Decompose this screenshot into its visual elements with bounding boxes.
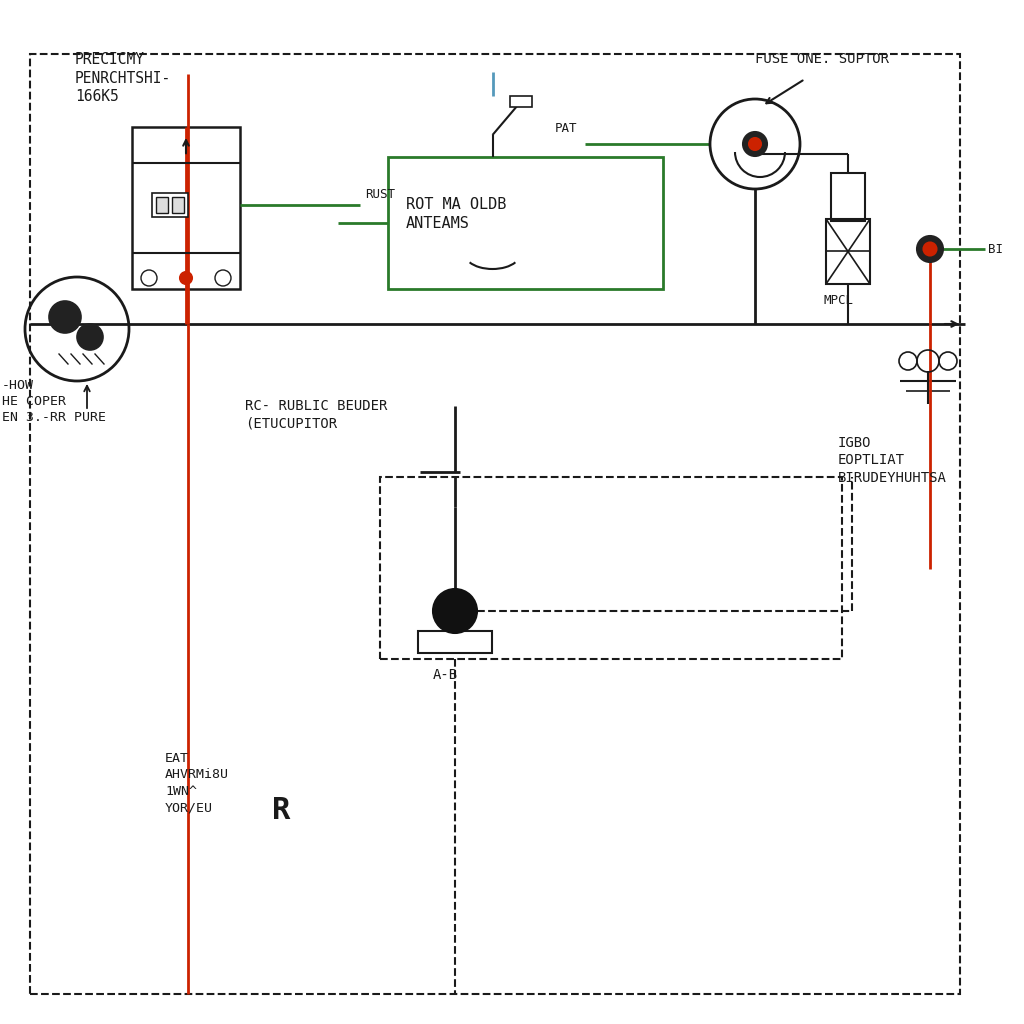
- Text: A-B: A-B: [433, 668, 458, 682]
- Bar: [152, 193, 187, 217]
- Circle shape: [49, 301, 81, 333]
- Text: EAT
AHVRMi8U
1WN^
YOR/EU: EAT AHVRMi8U 1WN^ YOR/EU: [165, 752, 229, 814]
- Bar: [388, 157, 663, 289]
- Circle shape: [433, 589, 477, 633]
- Bar: [826, 219, 870, 284]
- Bar: [156, 197, 168, 213]
- Circle shape: [924, 243, 937, 256]
- Text: BI: BI: [988, 243, 1002, 256]
- Circle shape: [918, 236, 943, 262]
- Text: RC- RUBLIC BEUDER
(ETUCUPITOR: RC- RUBLIC BEUDER (ETUCUPITOR: [245, 399, 387, 430]
- Bar: [831, 173, 865, 221]
- Bar: [172, 197, 183, 213]
- Text: FUSE ONE. SUPTOR: FUSE ONE. SUPTOR: [755, 52, 889, 66]
- Circle shape: [749, 138, 761, 150]
- Circle shape: [743, 132, 767, 156]
- Text: -HOW
HE COPER
EN 3.-RR PURE: -HOW HE COPER EN 3.-RR PURE: [2, 379, 106, 424]
- Bar: [380, 477, 842, 659]
- Text: PRECICMY
PENRCHTSHI-
166K5: PRECICMY PENRCHTSHI- 166K5: [75, 52, 171, 104]
- Text: ROT MA OLDB
ANTEAMS: ROT MA OLDB ANTEAMS: [406, 198, 507, 230]
- Bar: [132, 127, 240, 289]
- Bar: [418, 631, 492, 653]
- Bar: [511, 96, 532, 106]
- Text: MPCL: MPCL: [823, 294, 853, 307]
- Text: IGBO
EOPTLIAT
BIRUDEYHUHTSA: IGBO EOPTLIAT BIRUDEYHUHTSA: [838, 436, 947, 484]
- Text: PAT: PAT: [555, 122, 577, 135]
- Text: R: R: [272, 796, 291, 825]
- Circle shape: [77, 324, 103, 350]
- Circle shape: [180, 272, 193, 284]
- Text: RUST: RUST: [365, 187, 395, 201]
